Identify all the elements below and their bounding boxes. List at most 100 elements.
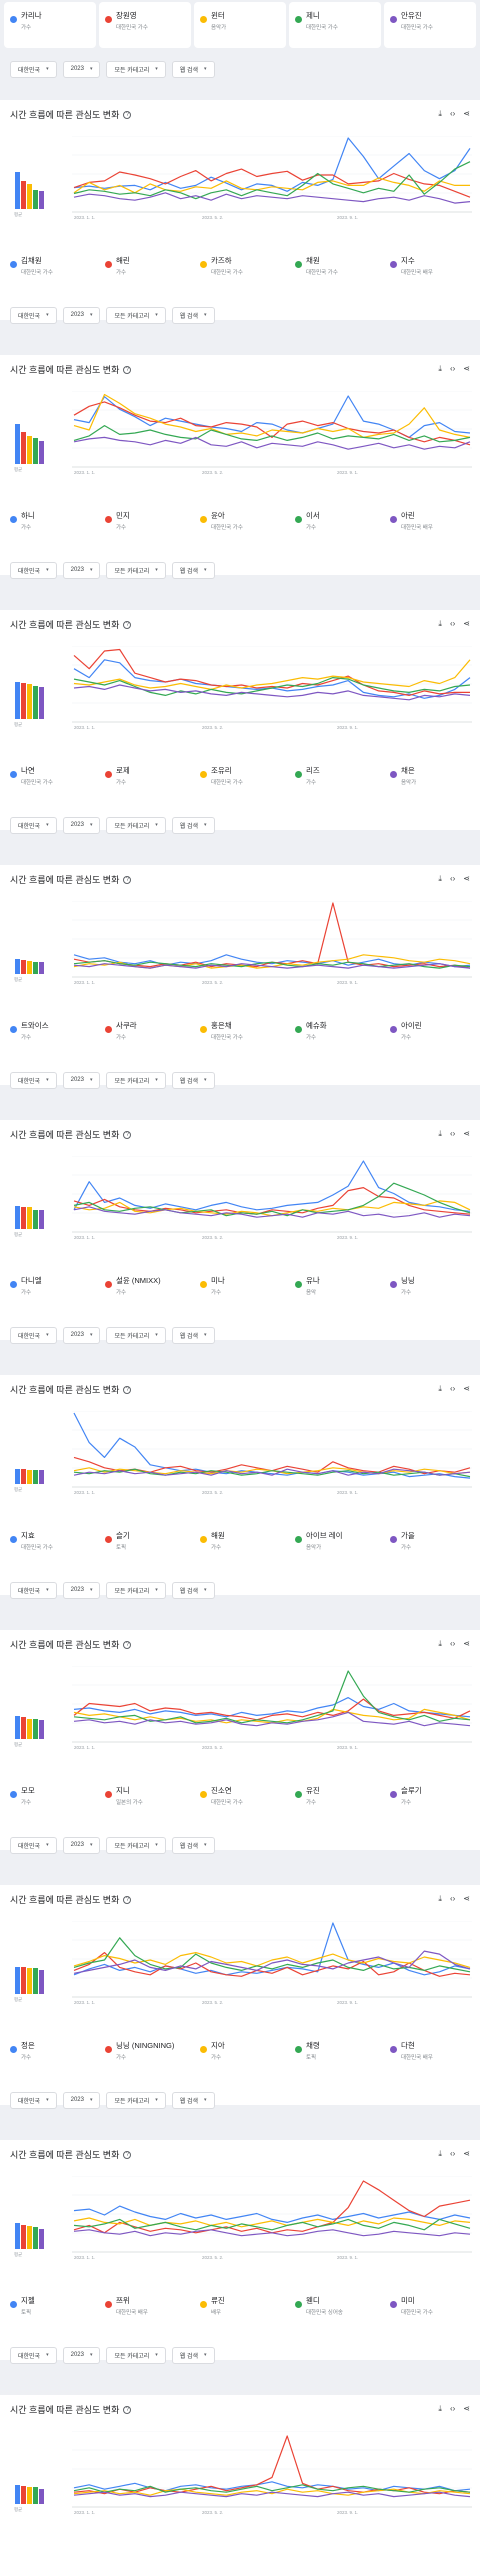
embed-code-icon[interactable]: ‹›	[449, 2404, 456, 2413]
interest-line-chart[interactable]: 2023. 1. 1. 2023. 5. 2. 2023. 9. 1.	[72, 1921, 472, 2005]
embed-code-icon[interactable]: ‹›	[449, 1129, 456, 1138]
year-select[interactable]: 2023 ▾	[62, 1071, 101, 1089]
search-term-card[interactable]: 채원 대한민국 가수	[289, 247, 381, 293]
region-select[interactable]: 대한민국 ▾	[10, 561, 57, 579]
embed-code-icon[interactable]: ‹›	[449, 874, 456, 883]
search-term-card[interactable]: 조유리 대한민국 가수	[194, 757, 286, 803]
search-term-card[interactable]: 이서 가수	[289, 502, 381, 548]
search-term-card[interactable]: 아이브 레이 음악가	[289, 1522, 381, 1568]
region-select[interactable]: 대한민국 ▾	[10, 1581, 57, 1599]
search-type-select[interactable]: 웹 검색 ▾	[171, 2346, 215, 2364]
search-type-select[interactable]: 웹 검색 ▾	[171, 1071, 215, 1089]
search-term-card[interactable]: 나연 대한민국 가수	[4, 757, 96, 803]
search-term-card[interactable]: 다현 대한민국 배우	[384, 2032, 476, 2078]
help-icon[interactable]: ?	[123, 620, 132, 629]
search-term-card[interactable]: 김채원 대한민국 가수	[4, 247, 96, 293]
year-select[interactable]: 2023 ▾	[62, 561, 101, 579]
search-term-card[interactable]: 닝닝 (NINGNING) 가수	[99, 2032, 191, 2078]
year-select[interactable]: 2023 ▾	[62, 1581, 101, 1599]
search-term-card[interactable]: 닝닝 가수	[384, 1267, 476, 1313]
search-term-card[interactable]: 장원영 대한민국 가수	[99, 2, 191, 48]
help-icon[interactable]: ?	[123, 2150, 132, 2159]
download-icon[interactable]: ⤓	[438, 2149, 442, 2158]
search-term-card[interactable]: 홍은채 대한민국 가수	[194, 1012, 286, 1058]
search-type-select[interactable]: 웹 검색 ▾	[171, 1581, 215, 1599]
search-term-card[interactable]: 민지 가수	[99, 502, 191, 548]
search-term-card[interactable]: 해원 가수	[194, 1522, 286, 1568]
search-term-card[interactable]: 슬루기 가수	[384, 1777, 476, 1823]
region-select[interactable]: 대한민국 ▾	[10, 1326, 57, 1344]
search-term-card[interactable]: 채령 토픽	[289, 2032, 381, 2078]
year-select[interactable]: 2023 ▾	[62, 816, 101, 834]
interest-line-chart[interactable]: 2023. 1. 1. 2023. 5. 2. 2023. 9. 1.	[72, 1411, 472, 1495]
category-select[interactable]: 모든 카테고리 ▾	[106, 1581, 166, 1599]
region-select[interactable]: 대한민국 ▾	[10, 1071, 57, 1089]
share-icon[interactable]: ⋖	[463, 874, 470, 883]
search-term-card[interactable]: 유나 음악	[289, 1267, 381, 1313]
search-term-card[interactable]: 하니 가수	[4, 502, 96, 548]
search-term-card[interactable]: 트와이스 가수	[4, 1012, 96, 1058]
interest-line-chart[interactable]: 2023. 1. 1. 2023. 5. 2. 2023. 9. 1.	[72, 391, 472, 475]
embed-code-icon[interactable]: ‹›	[449, 1639, 456, 1648]
region-select[interactable]: 대한민국 ▾	[10, 60, 57, 78]
search-term-card[interactable]: 윈터 음악가	[194, 2, 286, 48]
search-term-card[interactable]: 카즈하 대한민국 가수	[194, 247, 286, 293]
region-select[interactable]: 대한민국 ▾	[10, 306, 57, 324]
help-icon[interactable]: ?	[123, 1385, 132, 1394]
year-select[interactable]: 2023 ▾	[62, 1836, 101, 1854]
help-icon[interactable]: ?	[123, 1640, 132, 1649]
search-term-card[interactable]: 카리나 가수	[4, 2, 96, 48]
download-icon[interactable]: ⤓	[438, 874, 442, 883]
search-term-card[interactable]: 진소연 대한민국 가수	[194, 1777, 286, 1823]
search-term-card[interactable]: 웬디 대한민국 싱어송	[289, 2287, 381, 2333]
embed-code-icon[interactable]: ‹›	[449, 619, 456, 628]
category-select[interactable]: 모든 카테고리 ▾	[106, 1071, 166, 1089]
search-term-card[interactable]: 설윤 (NMIXX) 가수	[99, 1267, 191, 1313]
share-icon[interactable]: ⋖	[463, 2404, 470, 2413]
interest-line-chart[interactable]: 2023. 1. 1. 2023. 5. 2. 2023. 9. 1.	[72, 2176, 472, 2260]
category-select[interactable]: 모든 카테고리 ▾	[106, 60, 166, 78]
search-term-card[interactable]: 예슈화 가수	[289, 1012, 381, 1058]
search-term-card[interactable]: 모모 가수	[4, 1777, 96, 1823]
category-select[interactable]: 모든 카테고리 ▾	[106, 1836, 166, 1854]
search-term-card[interactable]: 리즈 가수	[289, 757, 381, 803]
search-term-card[interactable]: 유진 가수	[289, 1777, 381, 1823]
search-term-card[interactable]: 미나 가수	[194, 1267, 286, 1313]
search-type-select[interactable]: 웹 검색 ▾	[171, 306, 215, 324]
region-select[interactable]: 대한민국 ▾	[10, 816, 57, 834]
search-type-select[interactable]: 웹 검색 ▾	[171, 2091, 215, 2109]
help-icon[interactable]: ?	[123, 1130, 132, 1139]
category-select[interactable]: 모든 카테고리 ▾	[106, 2346, 166, 2364]
search-term-card[interactable]: 류진 배우	[194, 2287, 286, 2333]
help-icon[interactable]: ?	[123, 2405, 132, 2414]
search-type-select[interactable]: 웹 검색 ▾	[171, 561, 215, 579]
search-type-select[interactable]: 웹 검색 ▾	[171, 60, 215, 78]
search-type-select[interactable]: 웹 검색 ▾	[171, 816, 215, 834]
search-term-card[interactable]: 슬기 토픽	[99, 1522, 191, 1568]
category-select[interactable]: 모든 카테고리 ▾	[106, 561, 166, 579]
share-icon[interactable]: ⋖	[463, 1894, 470, 1903]
search-term-card[interactable]: 다니엘 가수	[4, 1267, 96, 1313]
search-term-card[interactable]: 제니 대한민국 가수	[289, 2, 381, 48]
region-select[interactable]: 대한민국 ▾	[10, 2346, 57, 2364]
embed-code-icon[interactable]: ‹›	[449, 1384, 456, 1393]
year-select[interactable]: 2023 ▾	[62, 306, 101, 324]
download-icon[interactable]: ⤓	[438, 1639, 442, 1648]
interest-line-chart[interactable]: 2023. 1. 1. 2023. 5. 2. 2023. 9. 1.	[72, 136, 472, 220]
category-select[interactable]: 모든 카테고리 ▾	[106, 816, 166, 834]
embed-code-icon[interactable]: ‹›	[449, 364, 456, 373]
search-term-card[interactable]: 지수 대한민국 배우	[384, 247, 476, 293]
embed-code-icon[interactable]: ‹›	[449, 2149, 456, 2158]
search-term-card[interactable]: 쯔위 대한민국 배우	[99, 2287, 191, 2333]
download-icon[interactable]: ⤓	[438, 109, 442, 118]
search-term-card[interactable]: 지니 일본의 가수	[99, 1777, 191, 1823]
share-icon[interactable]: ⋖	[463, 1639, 470, 1648]
category-select[interactable]: 모든 카테고리 ▾	[106, 1326, 166, 1344]
interest-line-chart[interactable]: 2023. 1. 1. 2023. 5. 2. 2023. 9. 1.	[72, 901, 472, 985]
search-term-card[interactable]: 지효 대한민국 가수	[4, 1522, 96, 1568]
search-term-card[interactable]: 채은 음악가	[384, 757, 476, 803]
help-icon[interactable]: ?	[123, 365, 132, 374]
share-icon[interactable]: ⋖	[463, 1384, 470, 1393]
download-icon[interactable]: ⤓	[438, 364, 442, 373]
interest-line-chart[interactable]: 2023. 1. 1. 2023. 5. 2. 2023. 9. 1.	[72, 1666, 472, 1750]
